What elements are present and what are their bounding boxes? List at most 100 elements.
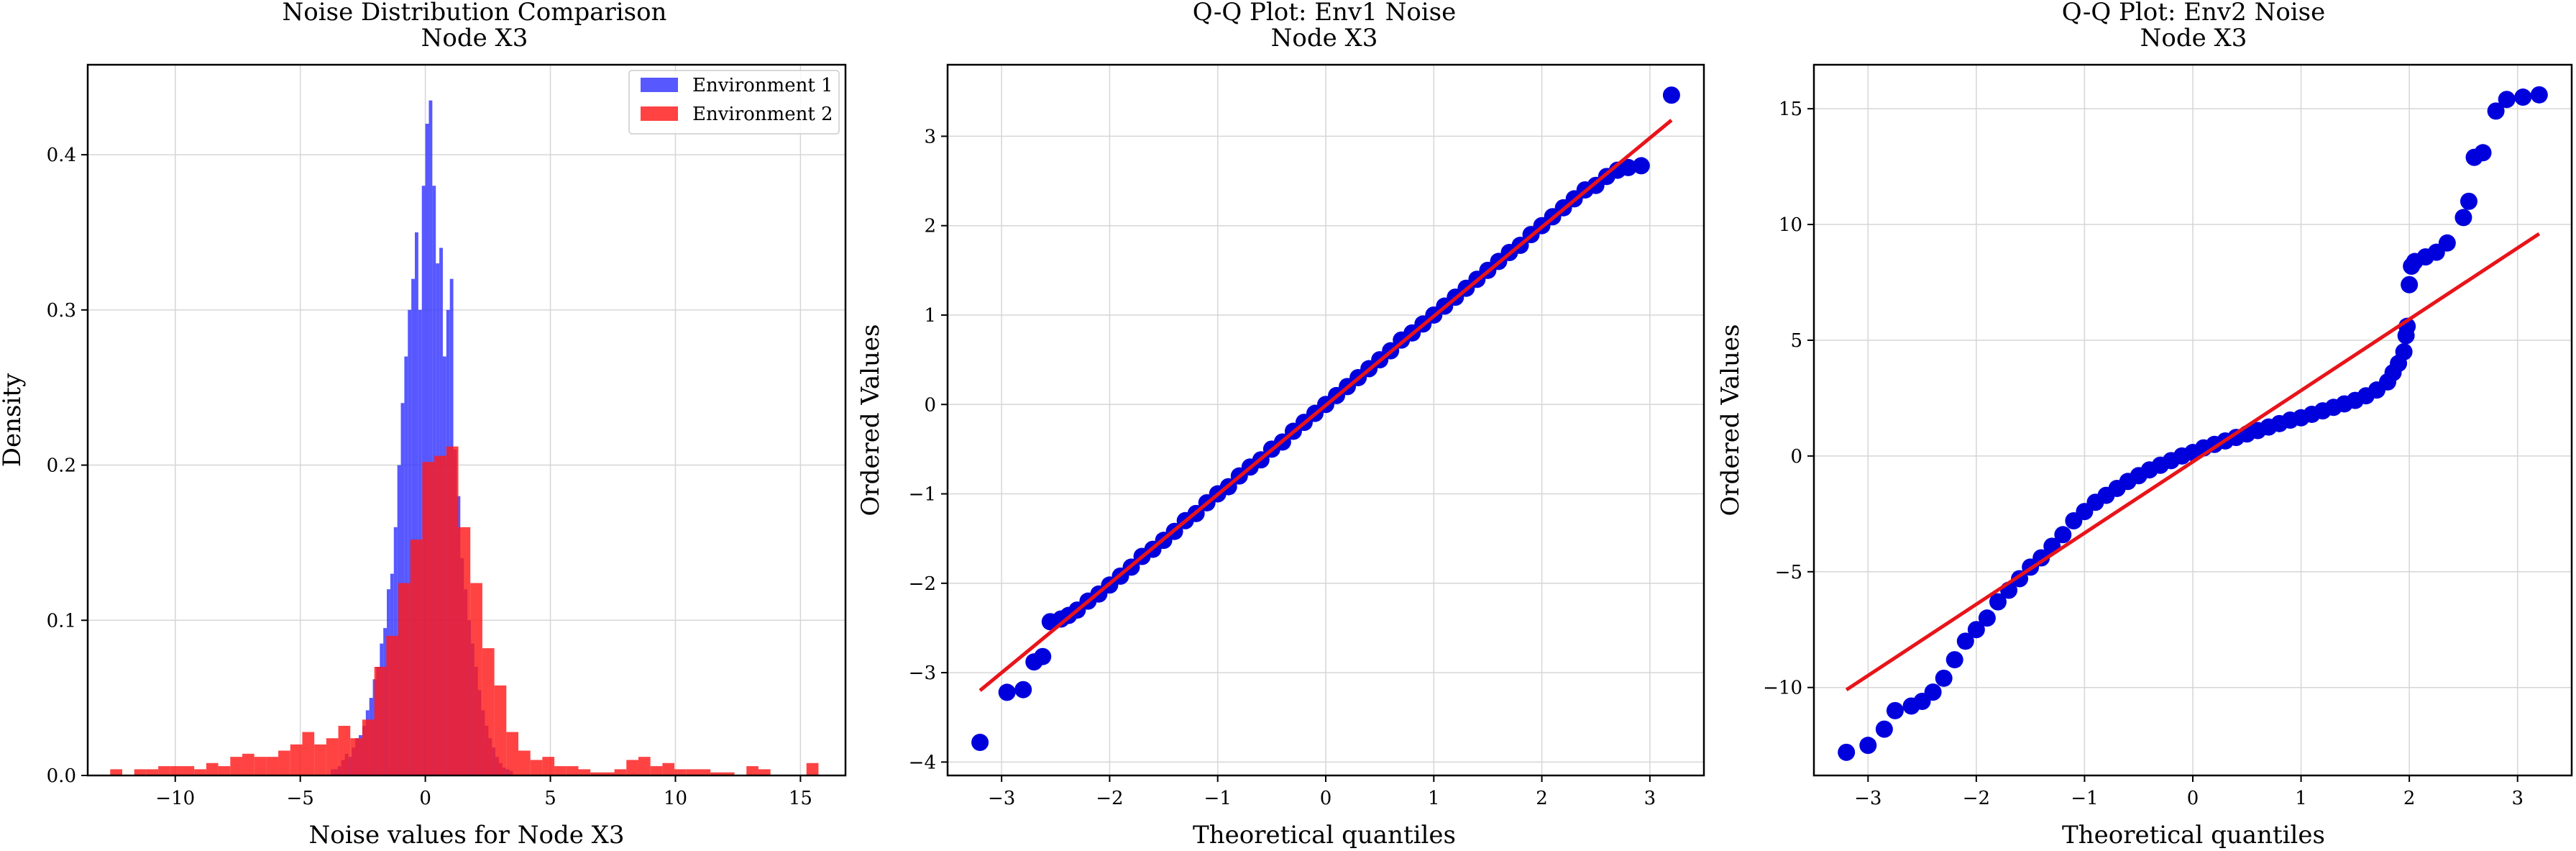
qq-point <box>1945 651 1963 669</box>
x-tick-label: −10 <box>155 788 195 809</box>
x-tick-label: −2 <box>1096 788 1123 809</box>
qq-point <box>998 683 1016 701</box>
y-tick-label: −4 <box>909 752 936 773</box>
histogram-bar-env2 <box>458 527 471 775</box>
histogram-bar-env2 <box>386 635 399 775</box>
histogram-bar-env2 <box>278 750 290 775</box>
qq-point <box>2474 144 2492 162</box>
histogram-bar-env2 <box>650 766 663 775</box>
qq-env1-panel: Q-Q Plot: Env1 Noise Node X3 −3 −2 −1 0 1 2 3 −… <box>856 0 1705 850</box>
qq-point <box>1619 158 1637 176</box>
histogram-bar-env2 <box>398 583 411 775</box>
y-tick-label: −10 <box>1763 678 1802 699</box>
histogram-bar-env2 <box>206 763 219 775</box>
qq-point <box>1989 593 2007 611</box>
qq-point <box>1967 621 1985 639</box>
legend-swatch-env1 <box>641 78 678 92</box>
y-tick-label: −3 <box>909 663 936 684</box>
histogram-bar-env2 <box>374 666 387 775</box>
histogram-bar-env2 <box>446 446 459 775</box>
legend: Environment 1 Environment 2 <box>628 70 840 135</box>
x-tick-label: −1 <box>1204 788 1232 809</box>
histogram-bar-env1 <box>414 232 418 776</box>
y-tick-label: 0 <box>1790 446 1802 468</box>
y-tick-label: 0.3 <box>47 300 76 322</box>
histogram-bar-env2 <box>686 769 699 775</box>
histogram-panel: Noise Distribution Comparison Node X3 −1… <box>0 0 847 850</box>
x-tick-label: 0 <box>1320 788 1332 809</box>
qq-fit-line <box>1845 232 2541 692</box>
histogram-bar-env2 <box>758 769 771 775</box>
qq-point <box>2454 209 2472 227</box>
qq-point <box>2054 526 2072 544</box>
x-tick-label: 1 <box>1428 788 1440 809</box>
x-tick-label: 3 <box>1644 788 1656 809</box>
histogram-bar-env2 <box>494 685 507 775</box>
panel2-xlabel: Theoretical quantiles <box>1193 821 1456 850</box>
histogram-bar-env2 <box>614 769 627 775</box>
x-tick-label: 0 <box>2187 788 2199 809</box>
histogram-bar-env2 <box>578 769 591 775</box>
y-tick-label: 3 <box>924 126 936 147</box>
x-tick-label: 5 <box>544 788 556 809</box>
qq-point <box>2460 192 2478 210</box>
histogram-bar-env2 <box>182 766 195 775</box>
qq-fit-line <box>978 119 1673 692</box>
histogram-bar-env2 <box>482 648 495 775</box>
x-tick-label: −3 <box>988 788 1015 809</box>
histogram-bar-env2 <box>638 757 651 775</box>
histogram-bar-env2 <box>266 757 279 775</box>
x-tick-label: 2 <box>2403 788 2416 809</box>
x-tick-label: −2 <box>1963 788 1990 809</box>
histogram-bar-env2 <box>158 766 170 775</box>
qq-point <box>1838 743 1856 761</box>
qq-point <box>1662 86 1680 104</box>
histogram-bar-env2 <box>626 760 638 775</box>
qq-point <box>2487 102 2505 120</box>
x-tick-label: 3 <box>2511 788 2524 809</box>
x-tick-label: −1 <box>2071 788 2098 809</box>
histogram-bar-env2 <box>722 772 735 775</box>
panel1-xlabel: Noise values for Node X3 <box>309 821 625 850</box>
y-tick-label: 10 <box>1779 214 1802 236</box>
y-tick-label: 0 <box>924 394 936 416</box>
panel3-title: Q-Q Plot: Env2 Noise <box>2062 0 2325 27</box>
legend-label-env1: Environment 1 <box>692 75 833 96</box>
histogram-bar-env2 <box>362 719 375 775</box>
histogram-bar-env1 <box>428 100 433 775</box>
histogram-bar-env2 <box>434 455 446 775</box>
y-tick-label: −1 <box>909 484 936 506</box>
histogram-bar-env2 <box>518 750 531 775</box>
y-tick-label: −5 <box>1775 562 1802 583</box>
qq-point <box>1859 737 1877 755</box>
panel1-subtitle: Node X3 <box>421 24 528 53</box>
y-tick-label: 0.4 <box>47 145 76 166</box>
histogram-bar-env2 <box>506 732 519 775</box>
x-tick-label: 2 <box>1536 788 1548 809</box>
qq-point <box>2395 343 2413 361</box>
histogram-bar-env2 <box>146 769 159 775</box>
y-tick-label: 15 <box>1779 99 1802 120</box>
y-tick-label: 0.2 <box>47 455 76 477</box>
qq-point <box>1935 669 1953 687</box>
histogram-bar-env2 <box>422 462 435 775</box>
panel3-xlabel: Theoretical quantiles <box>2062 821 2325 850</box>
histogram-bar-env2 <box>662 763 675 775</box>
qq-point <box>2401 276 2419 293</box>
panel3-subtitle: Node X3 <box>2140 24 2247 53</box>
x-tick-label: 10 <box>664 788 687 809</box>
panel1-title: Noise Distribution Comparison <box>283 0 667 27</box>
qq-point <box>2032 549 2050 567</box>
x-tick-label: 1 <box>2295 788 2307 809</box>
histogram-bar-env2 <box>338 725 351 775</box>
histogram-bar-env2 <box>350 738 362 775</box>
histogram-bar-env2 <box>710 772 723 775</box>
y-tick-label: −2 <box>909 573 936 595</box>
y-tick-label: 2 <box>924 216 936 237</box>
qq-point <box>1034 647 1052 665</box>
legend-label-env2: Environment 2 <box>692 104 833 125</box>
histogram-bar-env1 <box>404 356 408 776</box>
histogram-bar-env2 <box>326 738 339 775</box>
legend-box <box>628 70 840 135</box>
panel1-ylabel: Density <box>0 373 27 467</box>
